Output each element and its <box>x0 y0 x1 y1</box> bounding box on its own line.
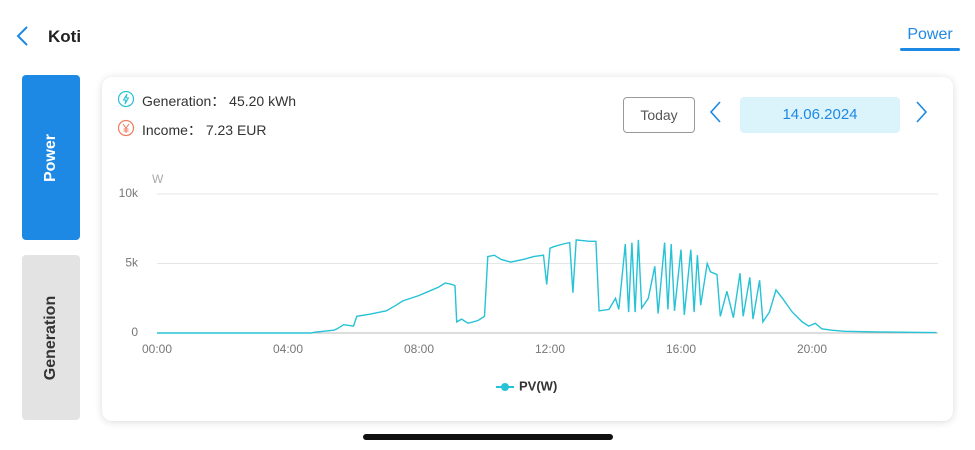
generation-value: 45.20 kWh <box>229 93 297 109</box>
generation-row: Generation： 45.20 kWh <box>142 91 296 111</box>
legend-marker <box>501 383 509 391</box>
generation-label: Generation： <box>142 93 226 109</box>
prev-date[interactable] <box>707 100 725 124</box>
x-tick-label: 04:00 <box>273 342 303 356</box>
x-tick-label: 00:00 <box>142 342 172 356</box>
x-tick-label: 20:00 <box>797 342 827 356</box>
income-label: Income： <box>142 122 202 138</box>
today-button[interactable]: Today <box>623 97 695 133</box>
back-button[interactable] <box>14 24 34 48</box>
chart-card <box>102 77 953 421</box>
page-title: Koti <box>48 27 82 46</box>
generation-icon <box>117 90 135 108</box>
date-picker[interactable]: 14.06.2024 <box>740 97 900 133</box>
x-tick-label: 08:00 <box>404 342 434 356</box>
legend-label: PV(W) <box>519 378 557 393</box>
x-tick-label: 12:00 <box>535 342 565 356</box>
x-tick-label: 16:00 <box>666 342 696 356</box>
top-tab[interactable]: Power <box>907 26 953 43</box>
tab-underline <box>900 48 960 51</box>
income-row: Income： 7.23 EUR <box>142 120 267 140</box>
side-tab[interactable]: Power <box>22 75 80 240</box>
y-tick-label: 5k <box>125 256 139 270</box>
y-tick-label: 0 <box>131 325 138 339</box>
income-icon <box>117 119 135 137</box>
next-date[interactable] <box>912 100 930 124</box>
y-unit: W <box>152 172 164 186</box>
y-tick-label: 10k <box>119 186 139 200</box>
home-indicator <box>363 434 613 440</box>
side-tab[interactable]: Generation <box>22 255 80 420</box>
income-value: 7.23 EUR <box>205 122 267 138</box>
series-line <box>157 239 937 334</box>
